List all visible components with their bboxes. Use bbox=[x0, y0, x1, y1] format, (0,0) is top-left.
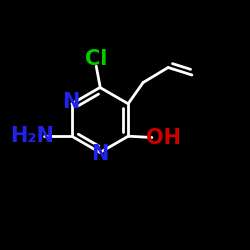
Text: N: N bbox=[91, 144, 109, 164]
Text: N: N bbox=[62, 92, 79, 112]
Text: H₂N: H₂N bbox=[10, 126, 54, 146]
Text: Cl: Cl bbox=[85, 49, 108, 69]
Text: OH: OH bbox=[146, 128, 181, 148]
